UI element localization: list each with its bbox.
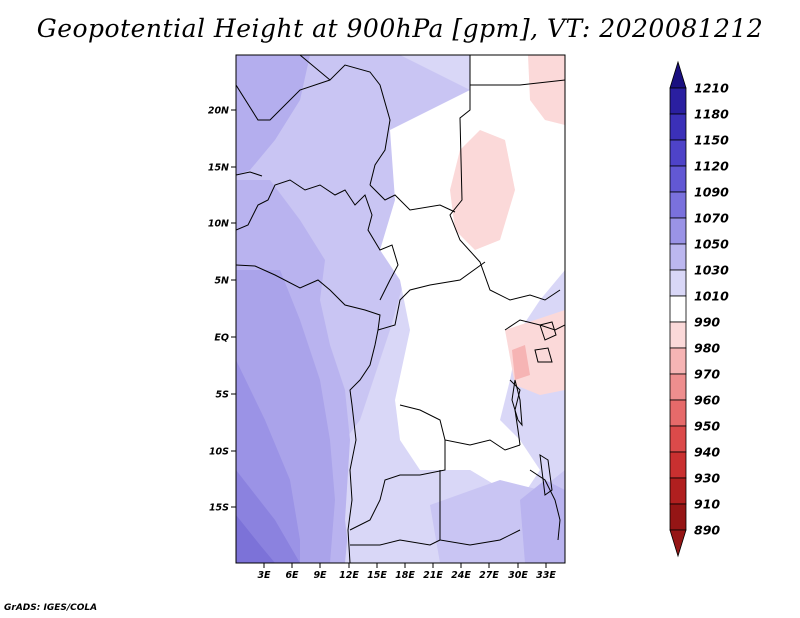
colorbar-label: 1010 bbox=[694, 289, 729, 304]
colorbar-label: 1210 bbox=[694, 81, 729, 96]
country-borders bbox=[236, 55, 565, 563]
lat-tick-label: 10S bbox=[209, 447, 229, 458]
colorbar-swatch bbox=[669, 529, 687, 558]
lat-tick-label: 5N bbox=[214, 276, 229, 287]
lon-tick-label: 15E bbox=[367, 570, 387, 581]
colorbar-label: 960 bbox=[694, 393, 720, 408]
lon-tick-label: 24E bbox=[451, 570, 471, 581]
colorbar: 1210 1180 1150 1120 1090 1070 1050 1030 1010 990 9… bbox=[669, 60, 729, 558]
colorbar-label: 990 bbox=[694, 315, 720, 330]
lat-tick-label: 20N bbox=[208, 106, 229, 117]
colorbar-swatch bbox=[669, 113, 687, 141]
colorbar-label: 890 bbox=[694, 523, 720, 538]
colorbar-swatch bbox=[669, 425, 687, 453]
colorbar-swatch bbox=[669, 191, 687, 219]
colorbar-swatch bbox=[669, 347, 687, 375]
lon-tick-label: 12E bbox=[339, 570, 359, 581]
lon-tick-label: 27E bbox=[479, 570, 499, 581]
colorbar-swatch bbox=[669, 139, 687, 167]
colorbar-label: 1120 bbox=[694, 159, 729, 174]
lon-tick-label: 6E bbox=[285, 570, 299, 581]
colorbar-label: 980 bbox=[694, 341, 720, 356]
map-title: Geopotential Height at 900hPa [gpm], VT:… bbox=[36, 14, 764, 43]
colorbar-label: 950 bbox=[694, 419, 720, 434]
lon-tick-label: 30E bbox=[508, 570, 528, 581]
height-field bbox=[236, 55, 565, 563]
colorbar-swatch bbox=[669, 243, 687, 271]
colorbar-label: 970 bbox=[694, 367, 720, 382]
lat-tick-label: 5S bbox=[216, 390, 230, 401]
lon-tick-label: 3E bbox=[257, 570, 271, 581]
colorbar-swatch bbox=[669, 269, 687, 297]
colorbar-swatch bbox=[669, 399, 687, 427]
lon-tick-label: 33E bbox=[536, 570, 556, 581]
colorbar-swatch bbox=[669, 373, 687, 401]
lon-tick-label: 9E bbox=[313, 570, 327, 581]
lat-tick-label: 15S bbox=[209, 503, 229, 514]
colorbar-swatch bbox=[669, 87, 687, 115]
lon-tick-label: 21E bbox=[423, 570, 443, 581]
lat-tick-label: EQ bbox=[214, 333, 229, 344]
longitude-axis: 3E 6E 9E 12E 15E 18E 21E 24E 27E 30E 33E bbox=[257, 563, 556, 581]
lon-tick-label: 18E bbox=[395, 570, 415, 581]
colorbar-label: 1030 bbox=[694, 263, 729, 278]
colorbar-label: 1070 bbox=[694, 211, 729, 226]
grads-credit: GrADS: IGES/COLA bbox=[4, 603, 98, 613]
colorbar-label: 910 bbox=[694, 497, 720, 512]
colorbar-swatch bbox=[669, 477, 687, 505]
colorbar-label: 1180 bbox=[694, 107, 729, 122]
colorbar-label: 1090 bbox=[694, 185, 729, 200]
colorbar-swatch bbox=[669, 321, 687, 349]
colorbar-swatch bbox=[669, 295, 687, 323]
lakes bbox=[511, 321, 557, 496]
colorbar-swatch bbox=[669, 503, 687, 531]
map-frame bbox=[235, 54, 566, 564]
colorbar-swatch bbox=[669, 165, 687, 193]
colorbar-label: 1050 bbox=[694, 237, 729, 252]
latitude-axis: 20N 15N 10N 5N EQ 5S 10S 15S bbox=[208, 106, 236, 514]
colorbar-swatch bbox=[669, 217, 687, 245]
lat-tick-label: 15N bbox=[208, 163, 229, 174]
colorbar-label: 930 bbox=[694, 471, 720, 486]
colorbar-swatch bbox=[669, 451, 687, 479]
colorbar-swatch bbox=[669, 60, 687, 89]
lat-tick-label: 10N bbox=[208, 219, 229, 230]
colorbar-label: 1150 bbox=[694, 133, 729, 148]
colorbar-label: 940 bbox=[694, 445, 720, 460]
